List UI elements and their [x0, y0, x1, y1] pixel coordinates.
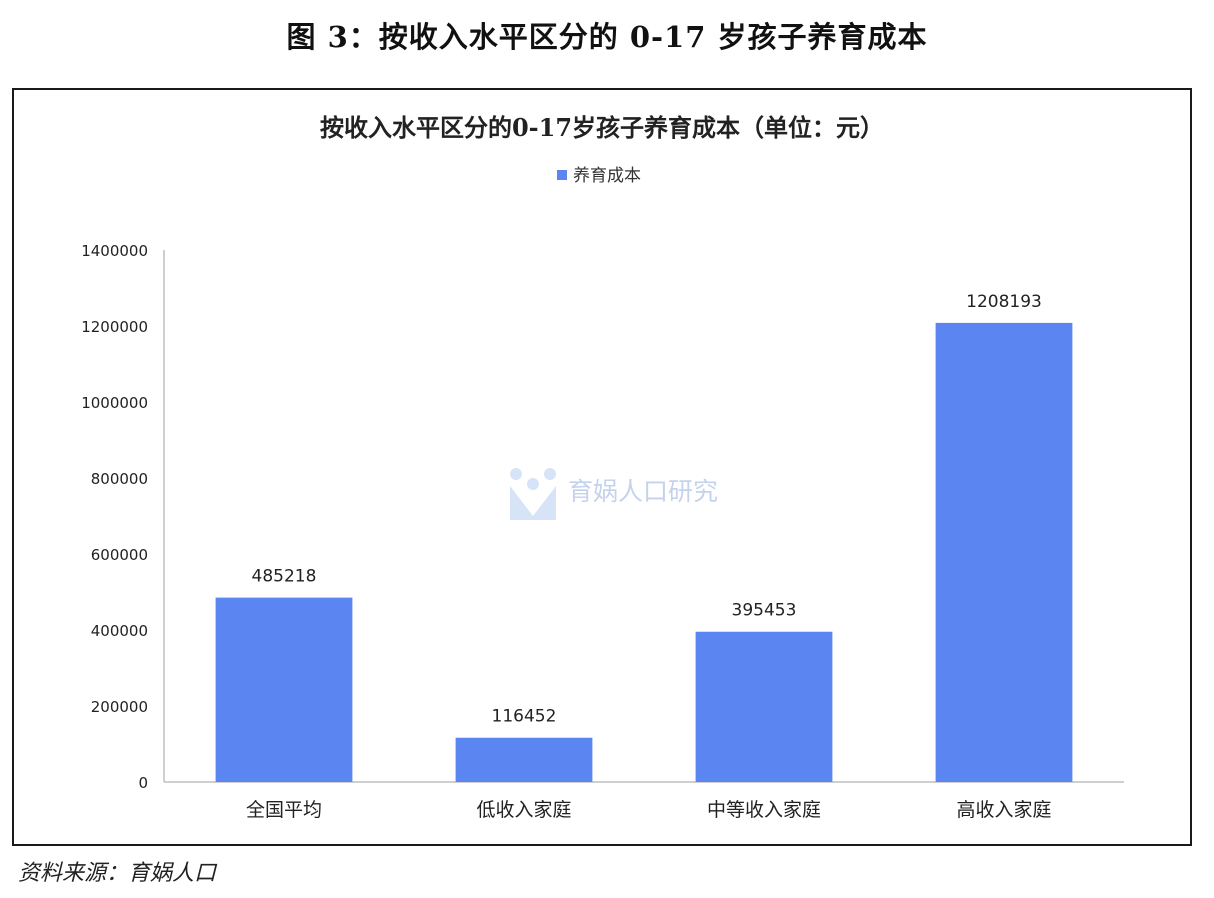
legend-label: 养育成本 — [573, 166, 641, 186]
y-tick-label: 1400000 — [81, 242, 148, 260]
bars — [215, 322, 1073, 782]
watermark: 育娲人口研究 — [506, 466, 736, 526]
chart-frame: 按收入水平区分的0-17岁孩子养育成本（单位：元） 养育成本 0 200000 40… — [12, 88, 1192, 846]
figure-caption: 图 3：按收入水平区分的 0-17 岁孩子养育成本 — [286, 20, 928, 54]
y-tick-label: 400000 — [91, 622, 148, 640]
x-tick-label: 全国平均 — [246, 799, 322, 821]
bar-chart: 按收入水平区分的0-17岁孩子养育成本（单位：元） 养育成本 0 200000 40… — [81, 113, 1124, 821]
watermark-text: 育娲人口研究 — [568, 477, 719, 506]
x-axis: 全国平均 低收入家庭 中等收入家庭 高收入家庭 — [164, 781, 1124, 821]
data-label: 116452 — [492, 707, 557, 727]
y-axis: 0 200000 400000 600000 800000 1000000 1200000 1… — [81, 242, 165, 792]
legend: 养育成本 — [557, 166, 641, 186]
bar — [455, 737, 593, 782]
bar — [935, 322, 1073, 782]
x-tick-label: 高收入家庭 — [956, 799, 1051, 821]
data-label: 395453 — [732, 601, 797, 621]
x-tick-label: 低收入家庭 — [476, 799, 571, 821]
y-tick-label: 600000 — [91, 546, 148, 564]
source-note: 资料来源：育娲人口 — [18, 861, 217, 886]
watermark-logo-icon — [510, 468, 556, 520]
data-label: 485218 — [252, 567, 317, 587]
x-tick-label: 中等收入家庭 — [707, 799, 821, 821]
y-tick-label: 1200000 — [81, 318, 148, 336]
data-label: 1208193 — [966, 292, 1042, 312]
y-tick-label: 1000000 — [81, 394, 148, 412]
bar — [215, 597, 353, 782]
legend-swatch — [557, 170, 567, 180]
data-labels: 485218 116452 395453 1208193 — [252, 292, 1042, 727]
chart-title: 按收入水平区分的0-17岁孩子养育成本（单位：元） — [320, 113, 884, 142]
y-tick-label: 200000 — [91, 698, 148, 716]
y-tick-label: 0 — [138, 774, 148, 792]
y-tick-label: 800000 — [91, 470, 148, 488]
bar — [695, 631, 833, 782]
